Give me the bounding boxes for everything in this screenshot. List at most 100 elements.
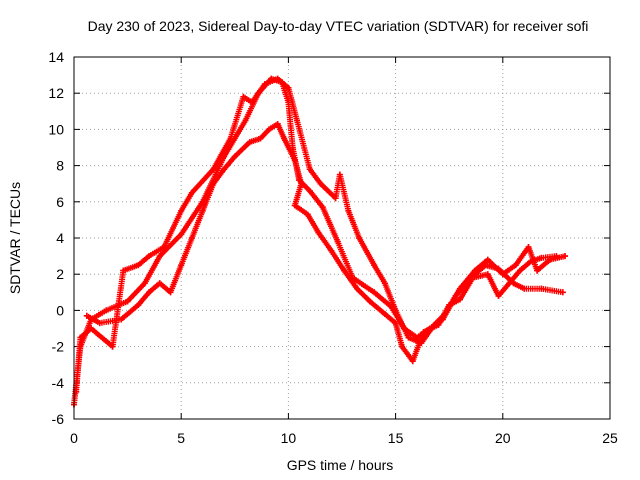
data-point: [381, 311, 388, 318]
x-axis-label: GPS time / hours: [287, 457, 394, 473]
data-point: [315, 229, 322, 236]
data-point: [178, 207, 185, 214]
y-tick-label: 10: [48, 121, 64, 137]
data-point: [371, 289, 378, 296]
data-point: [291, 157, 298, 164]
data-points: [71, 75, 568, 408]
y-axis-label: SDTVAR / TECUs: [7, 182, 23, 294]
data-point: [469, 274, 476, 281]
x-tick-label: 15: [388, 430, 404, 446]
data-point: [96, 320, 103, 327]
data-point: [306, 166, 313, 173]
data-point: [120, 267, 127, 274]
data-point: [210, 166, 217, 173]
data-point: [227, 135, 234, 142]
data-point: [291, 202, 298, 209]
data-point: [538, 285, 545, 292]
data-point: [141, 280, 148, 287]
chart-title: Day 230 of 2023, Sidereal Day-to-day VTE…: [88, 18, 589, 34]
data-point: [328, 247, 335, 254]
grid-lines: [74, 57, 610, 419]
data-point: [298, 180, 305, 187]
data-point: [274, 120, 281, 127]
data-point: [199, 207, 206, 214]
data-point: [356, 235, 363, 241]
data-point: [392, 320, 399, 327]
data-point: [521, 285, 528, 292]
data-point: [246, 139, 253, 146]
x-tick-label: 0: [70, 430, 78, 446]
data-point: [285, 84, 292, 91]
data-point: [257, 135, 264, 142]
x-tick-label: 5: [177, 430, 185, 446]
data-point: [248, 99, 255, 106]
x-tick-label: 10: [281, 430, 297, 446]
data-point: [274, 75, 281, 82]
data-point: [559, 289, 566, 296]
data-point: [456, 285, 463, 292]
data-point: [242, 117, 249, 124]
data-point: [266, 126, 273, 133]
data-point: [178, 231, 185, 238]
data-point: [525, 244, 532, 251]
data-point: [409, 358, 416, 365]
data-point: [103, 307, 110, 314]
data-point: [516, 267, 523, 274]
data-point: [188, 189, 195, 196]
data-point: [210, 180, 217, 187]
data-point: [221, 166, 228, 173]
data-point: [506, 280, 513, 287]
data-point: [484, 271, 491, 278]
data-point: [332, 195, 339, 202]
data-point: [188, 235, 195, 241]
data-point: [306, 187, 313, 194]
data-point: [293, 117, 300, 124]
y-tick-label: 6: [56, 194, 64, 210]
y-tick-label: 12: [48, 85, 64, 101]
data-point: [345, 207, 352, 214]
data-point: [319, 204, 326, 211]
data-point: [231, 153, 238, 160]
data-point: [484, 256, 491, 263]
data-point: [156, 280, 163, 287]
data-point: [83, 312, 90, 319]
data-point: [392, 307, 399, 314]
data-point: [304, 211, 311, 218]
x-tick-label: 25: [602, 430, 618, 446]
data-point: [135, 262, 142, 269]
data-point: [553, 253, 560, 260]
y-tick-label: 2: [56, 266, 64, 282]
data-point: [146, 253, 153, 260]
data-point: [534, 267, 541, 274]
data-point: [124, 298, 131, 305]
data-point: [281, 135, 288, 142]
data-point: [88, 325, 95, 332]
data-point: [146, 289, 153, 296]
data-point: [499, 271, 506, 278]
data-point: [336, 171, 343, 178]
data-point: [118, 316, 125, 323]
y-tick-label: -6: [52, 411, 65, 427]
data-point: [240, 93, 247, 100]
y-tick-label: 8: [56, 158, 64, 174]
data-point: [135, 301, 142, 308]
data-point: [405, 334, 412, 341]
data-point: [538, 254, 545, 261]
data-point: [341, 267, 348, 274]
data-point: [527, 258, 534, 265]
y-tick-label: 4: [56, 230, 64, 246]
data-point: [371, 262, 378, 269]
data-point: [178, 262, 185, 269]
data-point: [561, 253, 568, 260]
data-point: [420, 329, 427, 336]
data-point: [435, 321, 442, 328]
data-point: [456, 296, 463, 303]
data-point: [161, 244, 168, 251]
data-point: [167, 289, 174, 296]
data-point: [495, 292, 502, 299]
data-point: [317, 180, 324, 187]
data-point: [512, 262, 519, 269]
data-point: [156, 253, 163, 260]
